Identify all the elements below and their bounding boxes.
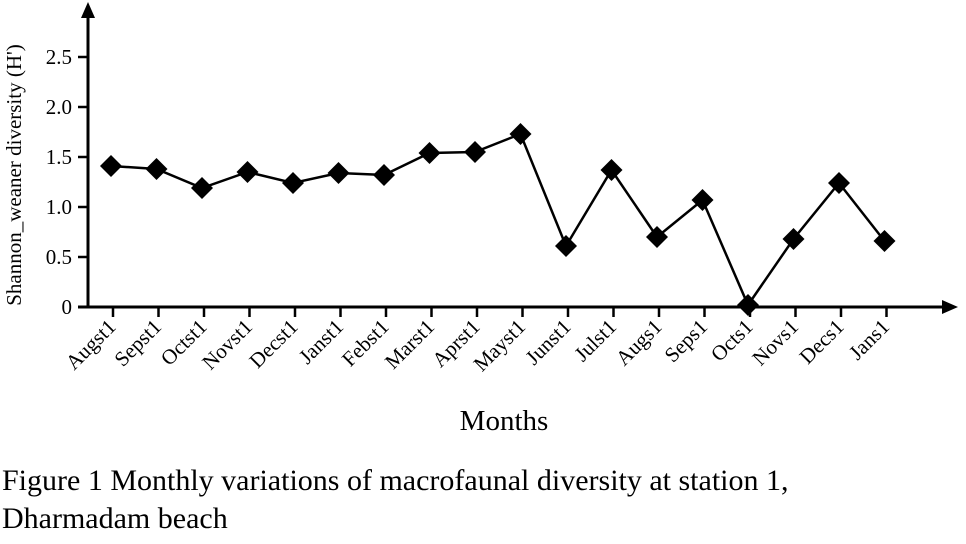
caption-line-2: Dharmadam beach — [2, 502, 228, 535]
x-tick-label: Decst1 — [244, 315, 302, 373]
data-point-julst1 — [600, 159, 623, 181]
data-point-decst1 — [282, 172, 304, 194]
x-tick-label: Jans1 — [844, 315, 894, 365]
data-point-aprst1 — [464, 141, 486, 163]
data-point-augs1 — [646, 226, 668, 248]
x-tick-label: Julst1 — [569, 315, 621, 367]
data-point-novs1 — [782, 228, 805, 250]
data-point-seps1 — [691, 189, 714, 211]
y-tick-label: 2.0 — [46, 95, 72, 119]
data-point-marst1 — [418, 142, 441, 164]
x-tick-label: Sepst1 — [109, 315, 166, 372]
data-point-decs1 — [828, 172, 850, 194]
y-axis-title: Shannon_weaner diversity (H') — [2, 44, 26, 306]
data-point-octs1 — [737, 294, 759, 316]
figure-caption: Figure 1 Monthly variations of macrofaun… — [2, 462, 962, 538]
y-tick-label: 0.5 — [46, 245, 72, 269]
x-tick-label: Seps1 — [660, 315, 712, 367]
data-point-novst1 — [236, 161, 259, 183]
x-tick-label: Augs1 — [611, 315, 667, 371]
y-ticks: 0 0.5 1.0 1.5 2.0 2.5 — [46, 45, 88, 319]
x-axis-arrow — [942, 300, 958, 314]
y-tick-label: 1.0 — [46, 195, 72, 219]
x-tick-label: Octs1 — [706, 315, 758, 367]
y-tick-label: 2.5 — [46, 45, 72, 69]
x-tick-label: Augst1 — [61, 315, 121, 375]
data-point-sepst1 — [145, 158, 168, 180]
x-tick-label: Mayst1 — [469, 315, 531, 377]
data-point-febst1 — [373, 164, 395, 186]
data-point-janst1 — [327, 162, 350, 184]
x-tick-label: Novst1 — [197, 315, 257, 375]
data-point-augst1 — [100, 155, 122, 177]
series-polyline — [110, 132, 886, 308]
x-tick-label: Novs1 — [747, 315, 803, 371]
caption-line-1: Figure 1 Monthly variations of macrofaun… — [2, 464, 789, 497]
data-point-jans1 — [873, 230, 896, 252]
data-point-mayst1 — [509, 123, 532, 145]
y-tick-label: 1.5 — [46, 145, 72, 169]
axes — [78, 2, 958, 314]
y-tick-label: 0 — [62, 295, 73, 319]
data-point-junst1 — [555, 235, 577, 257]
x-tick-label: Janst1 — [294, 315, 348, 369]
x-axis-title: Months — [460, 405, 549, 437]
x-tick-label: Junst1 — [521, 315, 576, 370]
x-ticks: Augst1Sepst1Octst1Novst1Decst1Janst1Febs… — [61, 307, 894, 376]
x-tick-label: Marst1 — [380, 315, 439, 374]
y-axis-arrow — [81, 2, 95, 18]
line-chart: 0 0.5 1.0 1.5 2.0 2.5 Augst1Sepst1Octst1Novst… — [2, 2, 958, 437]
series-line — [100, 123, 896, 316]
data-point-octst1 — [191, 177, 213, 199]
x-tick-label: Decs1 — [794, 315, 848, 369]
